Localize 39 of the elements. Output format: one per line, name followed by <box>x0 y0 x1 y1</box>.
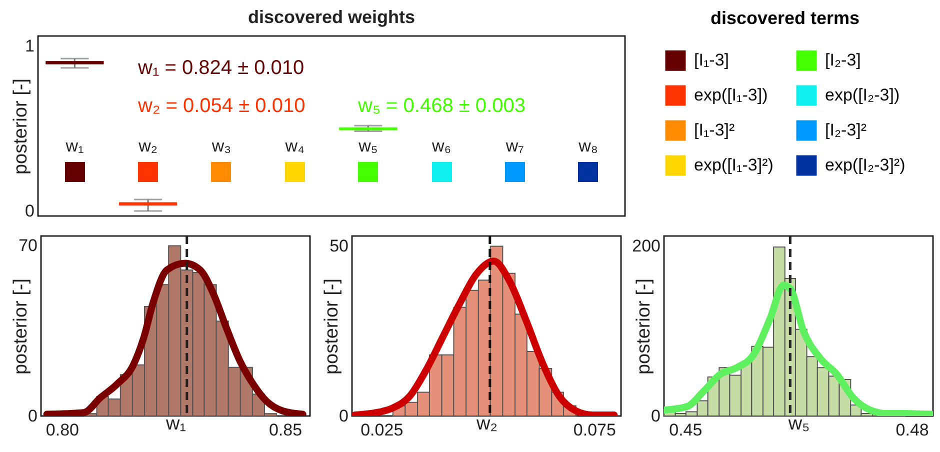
x-tick-label: w₃ <box>210 136 232 156</box>
legend-label: exp([I₂-3]²) <box>825 156 906 174</box>
y-tick-label: 0 <box>28 406 38 426</box>
x-tick-label: w₄ <box>284 136 304 156</box>
y-tick-label: 70 <box>18 236 38 256</box>
legend-label: exp([I₂-3]) <box>825 86 900 104</box>
chart-title: discovered weights <box>248 7 416 27</box>
y-tick-label: 50 <box>330 236 348 256</box>
y-axis-title: posterior [-] <box>322 278 342 375</box>
legend-label: exp([I₁-3]²) <box>694 156 774 174</box>
x-tick-label: 0.80 <box>46 420 80 440</box>
x-tick-label: w₂ <box>138 136 158 156</box>
x-tick-label: 0.45 <box>669 420 702 440</box>
y-tick-label: 0 <box>339 406 348 426</box>
x-tick-label: 0.85 <box>268 420 302 440</box>
x-tick-label: 0.48 <box>896 420 929 440</box>
x-tick-label: 0.075 <box>573 420 616 440</box>
x-tick-label: 0.025 <box>360 420 404 440</box>
y-tick-label: 1 <box>25 36 34 56</box>
legend-label: [I₁-3]² <box>694 120 736 140</box>
legend-label: [I₁-3] <box>694 50 730 70</box>
y-tick-label: 200 <box>632 236 660 256</box>
y-axis-title: posterior [-] <box>10 78 32 175</box>
annotation: w₅ = 0.468 ± 0.003 <box>357 95 526 117</box>
x-tick-label: w₆ <box>430 136 452 156</box>
annotation: w₂ = 0.054 ± 0.010 <box>137 95 306 117</box>
x-tick-label: w₈ <box>578 136 598 156</box>
x-tick-label: w₁ <box>64 136 84 156</box>
legend-label: [I₂-3] <box>825 50 861 70</box>
annotation: w₁ = 0.824 ± 0.010 <box>137 57 304 79</box>
x-tick-label: w₇ <box>504 136 524 156</box>
y-axis-title: posterior [-] <box>634 278 654 375</box>
legend-title: discovered terms <box>710 8 860 28</box>
x-tick-label: w₅ <box>358 136 378 156</box>
y-axis-title: posterior [-] <box>10 278 32 375</box>
legend-label: exp([I₁-3]) <box>694 86 768 104</box>
legend-label: [I₂-3]² <box>825 120 867 140</box>
y-tick-label: 0 <box>651 406 660 426</box>
y-tick-label: 0 <box>25 202 34 221</box>
